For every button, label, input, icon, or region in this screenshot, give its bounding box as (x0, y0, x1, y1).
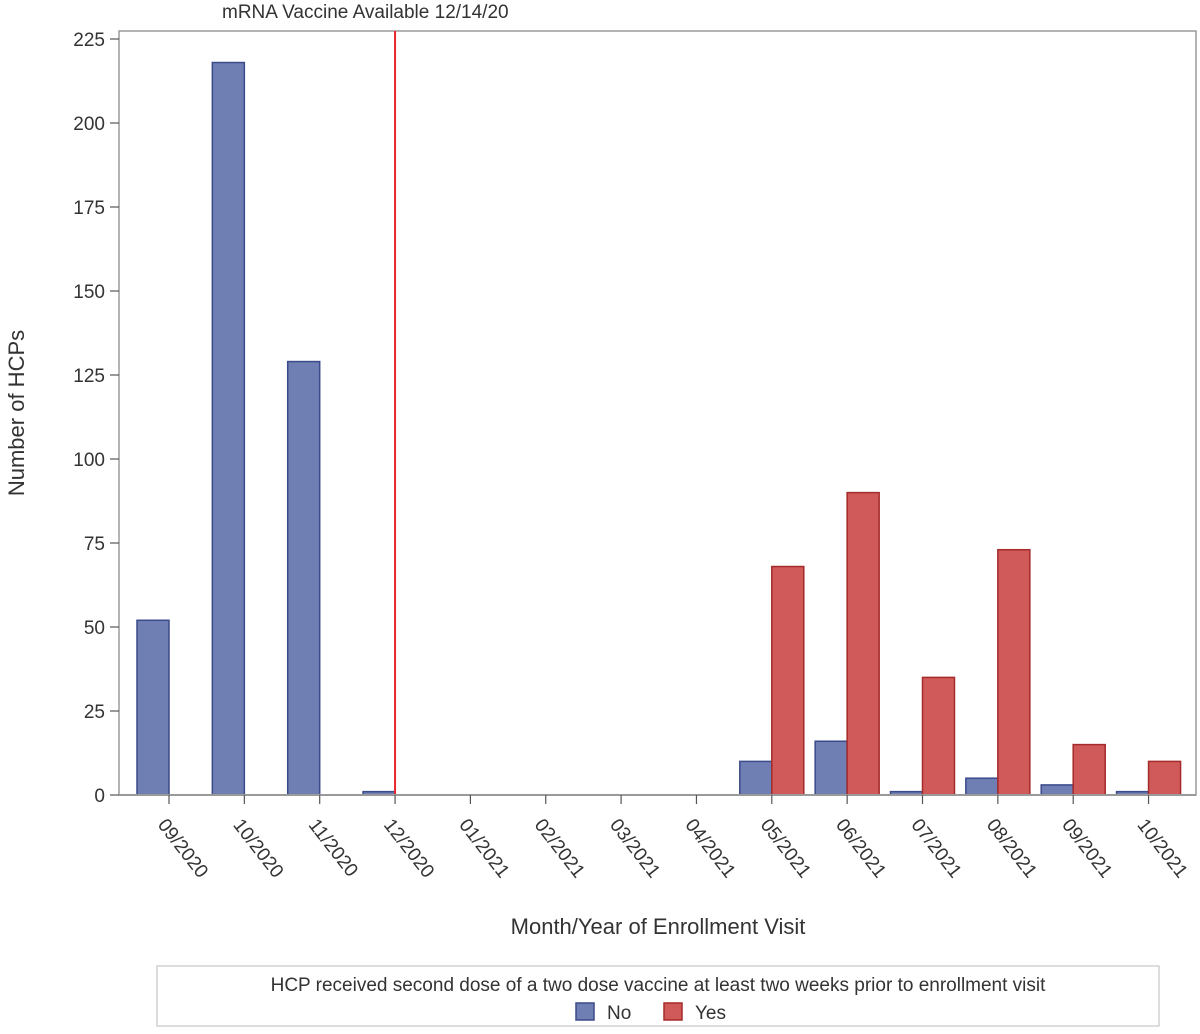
bar-yes-09-2021 (1072, 743, 1106, 796)
bar-no-09-2021 (1040, 784, 1074, 796)
legend: HCP received second dose of a two dose v… (156, 965, 1160, 1027)
legend-title: HCP received second dose of a two dose v… (271, 975, 1047, 996)
y-tick-label: 75 (84, 534, 105, 555)
y-tick-label: 25 (84, 702, 105, 723)
y-axis: 0 25 50 75 100 125 150 175 200 225 (73, 30, 119, 807)
x-tick-label: 04/2021 (681, 815, 740, 882)
bar-no-06-2021 (814, 740, 848, 796)
x-tick-label: 02/2021 (530, 815, 589, 882)
x-tick-label: 08/2021 (982, 815, 1041, 882)
bar-no-05-2021 (739, 760, 773, 796)
legend-label-yes: Yes (695, 1003, 726, 1024)
bar-no-09-2020 (136, 619, 170, 796)
bar-yes-05-2021 (771, 565, 805, 796)
x-tick-label: 07/2021 (907, 815, 966, 882)
y-tick-label: 50 (84, 618, 105, 639)
x-tick-label: 09/2021 (1057, 815, 1116, 882)
y-tick-label: 100 (73, 450, 105, 471)
vaccine-availability-annotation: mRNA Vaccine Available 12/14/20 (222, 2, 509, 23)
bar-no-11-2020 (286, 360, 321, 796)
x-tick-label: 11/2020 (304, 815, 362, 881)
x-tick-label: 10/2020 (228, 815, 287, 882)
bar-yes-06-2021 (846, 491, 880, 796)
x-tick-label: 05/2021 (756, 815, 815, 882)
legend-frame (156, 965, 1160, 1027)
y-tick-label: 175 (73, 198, 105, 219)
legend-label-no: No (607, 1003, 631, 1024)
x-tick-label: 01/2021 (454, 815, 513, 882)
plot-frame (118, 30, 1197, 796)
bar-yes-08-2021 (997, 548, 1031, 796)
x-axis: 09/2020 10/2020 11/2020 12/2020 01/2021 02/20… (153, 795, 1191, 882)
bar-no-08-2021 (965, 777, 999, 796)
x-tick-label: 09/2020 (153, 815, 212, 882)
bars-group (136, 61, 1182, 796)
y-tick-label: 0 (94, 786, 105, 807)
y-tick-label: 125 (73, 366, 105, 387)
legend-swatch-no (575, 1002, 595, 1021)
y-axis-label: Number of HCPs (4, 330, 29, 496)
bar-yes-07-2021 (921, 676, 956, 796)
y-tick-label: 150 (73, 282, 105, 303)
legend-swatch-yes (663, 1002, 683, 1021)
x-tick-label: 10/2021 (1133, 815, 1192, 882)
bar-yes-10-2021 (1147, 760, 1182, 796)
bar-no-10-2020 (211, 61, 246, 796)
y-tick-label: 200 (73, 114, 105, 135)
x-tick-label: 06/2021 (831, 815, 890, 882)
y-tick-label: 225 (73, 30, 105, 51)
x-tick-label: 12/2020 (379, 815, 438, 882)
x-tick-label: 03/2021 (605, 815, 664, 882)
x-axis-label: Month/Year of Enrollment Visit (511, 914, 806, 939)
